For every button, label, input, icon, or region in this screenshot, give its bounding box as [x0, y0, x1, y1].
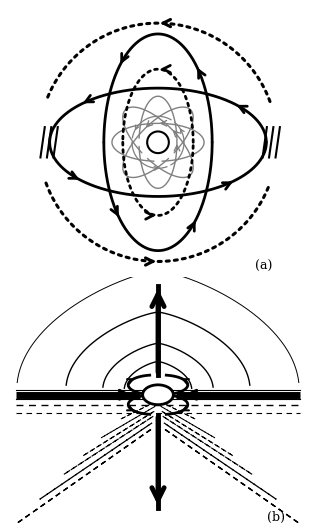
Text: (b): (b)	[267, 511, 285, 524]
Text: (a): (a)	[255, 260, 272, 274]
Ellipse shape	[143, 385, 173, 405]
Circle shape	[147, 131, 169, 153]
